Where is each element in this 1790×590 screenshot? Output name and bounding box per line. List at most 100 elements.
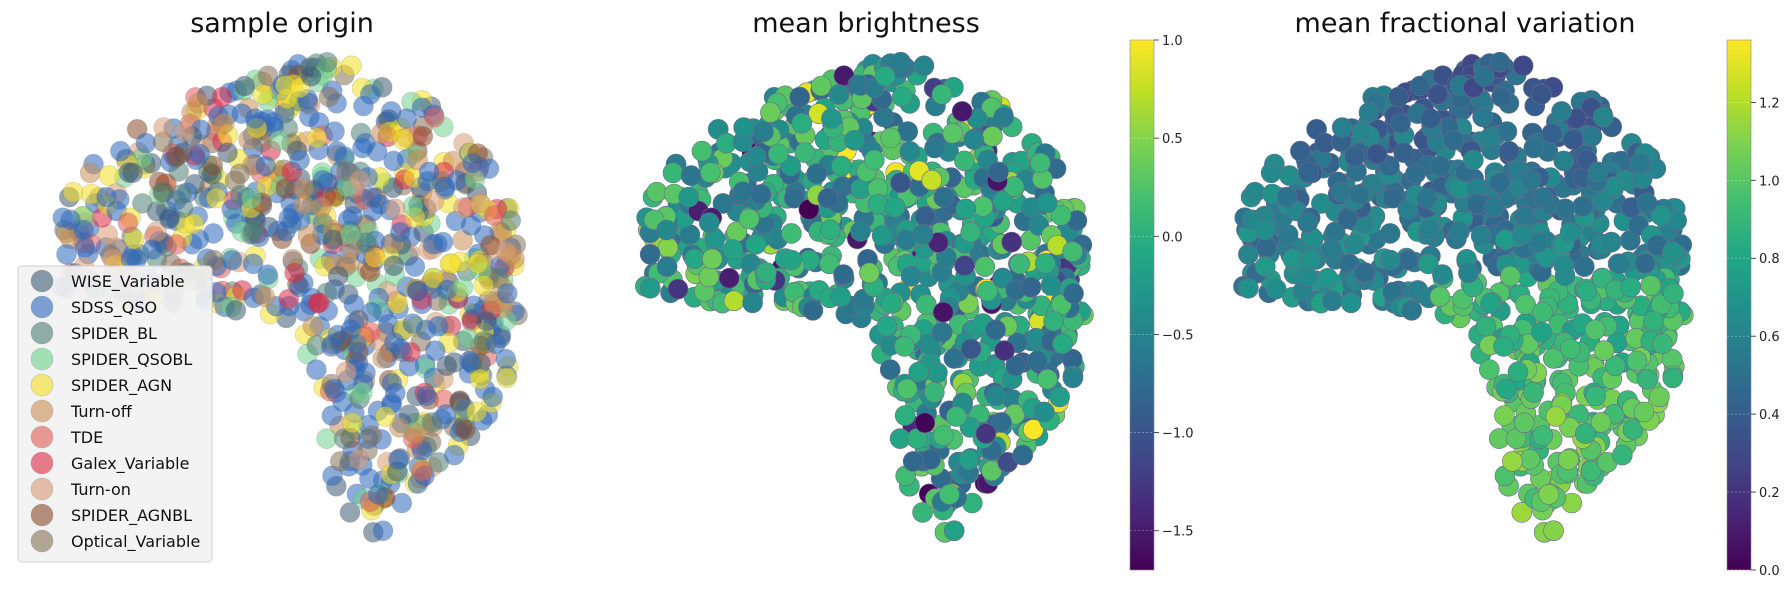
colorbar-tick-label: 0.5 <box>1162 132 1183 147</box>
scatter-point <box>229 163 251 184</box>
scatter-point <box>1626 350 1648 372</box>
legend-label: Optical_Variable <box>71 532 200 552</box>
scatter-point <box>96 186 117 208</box>
scatter-point <box>844 129 865 151</box>
scatter-point <box>639 244 661 265</box>
legend: WISE_Variable SDSS_QSO SPIDER_BL SPIDER_QSO… <box>17 265 213 563</box>
scatter-point <box>981 460 1002 482</box>
scatter-point <box>699 162 721 183</box>
scatter-point <box>1420 108 1441 129</box>
scatter-point <box>1040 275 1062 296</box>
scatter-point <box>374 406 396 427</box>
scatter-point <box>698 212 720 233</box>
scatter-point <box>203 223 224 244</box>
scatter-point <box>833 264 854 285</box>
scatter-point <box>859 262 880 284</box>
scatter-point <box>351 382 373 403</box>
scatter-point <box>972 196 994 217</box>
scatter-point <box>384 198 406 220</box>
scatter-point <box>1575 423 1596 444</box>
scatter-point <box>244 108 266 129</box>
scatter-point <box>891 86 913 108</box>
scatter-point <box>884 196 906 218</box>
scatter-point <box>1511 502 1533 523</box>
scatter-point <box>392 129 414 150</box>
scatter-point <box>1636 192 1658 214</box>
scatter-point <box>1532 425 1553 446</box>
scatter-point <box>316 51 338 73</box>
scatter-point <box>923 382 945 403</box>
scatter-point <box>1393 142 1414 163</box>
scatter-point <box>1560 338 1581 360</box>
scatter-point <box>1502 451 1523 472</box>
scatter-point <box>436 355 458 377</box>
legend-marker <box>30 347 54 371</box>
scatter-point <box>657 237 679 258</box>
scatter-point <box>718 267 740 289</box>
scatter-point <box>817 188 839 209</box>
scatter-point <box>372 520 394 542</box>
scatter-point <box>1416 188 1438 209</box>
scatter-point <box>791 112 813 134</box>
scatter-point <box>360 321 381 343</box>
scatter-point <box>896 378 918 400</box>
scatter-point <box>988 161 1009 183</box>
scatter-point <box>723 290 745 312</box>
colorbar-gradient <box>1129 39 1155 571</box>
scatter-point <box>1650 205 1672 226</box>
scatter-point <box>1321 239 1342 260</box>
scatter-point <box>117 212 139 233</box>
legend-label: SPIDER_AGNBL <box>71 506 192 526</box>
scatter-point <box>1483 196 1505 218</box>
scatter-point <box>469 368 491 390</box>
scatter-point <box>359 84 381 105</box>
scatter-point <box>153 117 175 138</box>
panel-3-title: mean fractional variation <box>1295 8 1636 39</box>
scatter-point <box>931 84 953 105</box>
scatter-point <box>745 146 767 167</box>
scatter-point <box>951 101 973 122</box>
scatter-point <box>402 196 424 217</box>
scatter-point <box>343 294 365 315</box>
scatter-point <box>1576 280 1598 302</box>
scatter-point <box>252 84 274 105</box>
scatter-point <box>483 205 505 226</box>
scatter-point <box>367 484 389 505</box>
legend-label: Turn-on <box>70 480 131 499</box>
scatter-point <box>1663 283 1684 304</box>
scatter-point <box>863 149 885 171</box>
scatter-points-mean-fractional-variation <box>1233 51 1694 543</box>
scatter-point <box>874 66 896 87</box>
scatter-point <box>1592 106 1614 128</box>
scatter-point <box>211 86 233 108</box>
colorbar-mean-brightness: 1.0 0.5 0.0 −0.5 −1.0 −1.5 <box>1129 34 1194 571</box>
scatter-point <box>960 221 982 243</box>
scatter-point <box>1584 319 1606 341</box>
scatter-point <box>361 301 382 323</box>
scatter-point <box>306 127 328 149</box>
scatter-point <box>1466 193 1488 215</box>
scatter-point <box>1513 412 1535 434</box>
scatter-point <box>912 224 934 245</box>
scatter-point <box>257 264 279 285</box>
scatter-point <box>1037 368 1058 390</box>
scatter-point <box>1636 368 1658 390</box>
scatter-point <box>974 256 996 277</box>
scatter-point <box>767 143 789 165</box>
scatter-point <box>1590 412 1612 433</box>
scatter-point <box>234 75 255 97</box>
scatter-point <box>890 172 911 193</box>
scatter-point <box>318 86 340 108</box>
scatter-point <box>98 165 120 186</box>
scatter-point <box>899 141 921 162</box>
scatter-point <box>1036 192 1058 214</box>
scatter-point <box>63 181 84 203</box>
scatter-point <box>821 108 842 129</box>
scatter-point <box>242 253 264 275</box>
scatter-point <box>760 102 781 123</box>
scatter-point <box>1541 123 1563 144</box>
colorbar-tick-label: −0.5 <box>1162 328 1194 343</box>
scatter-point <box>327 265 349 287</box>
scatter-point <box>302 315 324 337</box>
scatter-point <box>423 190 445 212</box>
